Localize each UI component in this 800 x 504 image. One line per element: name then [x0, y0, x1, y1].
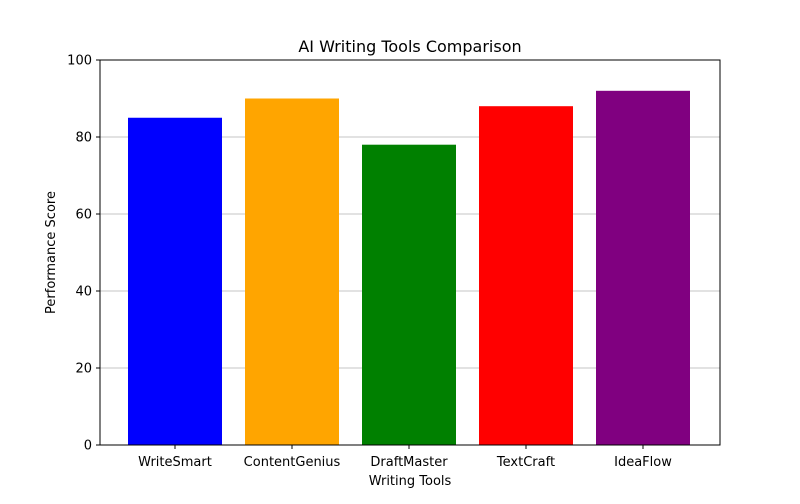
y-tick-label: 100 [67, 54, 92, 69]
bar-ideaflow [596, 90, 690, 446]
plot-frame [99, 59, 721, 446]
bar-draftmaster [362, 144, 456, 445]
y-tick-label: 80 [75, 131, 92, 146]
bar-textcraft [479, 106, 573, 445]
chart-title: AI Writing Tools Comparison [298, 37, 521, 56]
bars-layer [128, 90, 690, 446]
x-axis-label: Writing Tools [369, 474, 452, 489]
y-tick-label: 40 [75, 285, 92, 300]
bar-writesmart [128, 117, 222, 445]
y-axis-label: Performance Score [44, 191, 59, 314]
x-axis: WriteSmart ContentGenius DraftMaster TextCr… [138, 445, 672, 470]
bar-contentgenius [245, 98, 339, 445]
y-tick-label: 60 [75, 208, 92, 223]
x-tick-label: TextCraft [496, 455, 555, 470]
x-tick-label: IdeaFlow [614, 455, 672, 470]
y-tick-label: 0 [84, 439, 92, 454]
x-tick-label: WriteSmart [138, 455, 212, 470]
x-tick-label: ContentGenius [244, 455, 341, 470]
y-tick-label: 20 [75, 362, 92, 377]
y-axis: 0 20 40 60 80 100 [67, 54, 100, 454]
x-tick-label: DraftMaster [370, 455, 448, 470]
